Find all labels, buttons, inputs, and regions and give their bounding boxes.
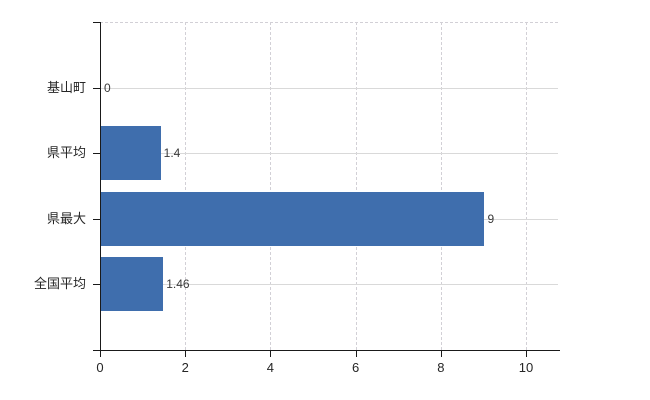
gridline-horizontal	[101, 87, 558, 89]
value-label: 9	[487, 211, 495, 226]
category-label: 県最大	[46, 210, 86, 226]
y-axis	[100, 22, 101, 350]
x-tick-label: 8	[437, 360, 445, 375]
bar	[101, 191, 485, 246]
gridline-horizontal	[101, 284, 558, 286]
y-axis-tick	[93, 22, 100, 23]
x-axis-tick	[355, 350, 357, 357]
x-tick-label: 6	[352, 360, 360, 375]
y-axis-tick	[93, 218, 100, 220]
value-label: 1.4	[163, 146, 181, 161]
x-axis	[93, 350, 560, 351]
gridline-vertical	[185, 22, 187, 350]
bar	[101, 257, 164, 312]
gridline-vertical	[270, 22, 272, 350]
y-axis-tick	[93, 87, 100, 89]
x-axis-tick	[526, 350, 528, 357]
gridline-horizontal	[101, 153, 558, 155]
value-label: 0	[104, 80, 111, 95]
x-tick-label: 10	[518, 360, 534, 375]
bar	[101, 126, 161, 181]
category-label: 全国平均	[33, 276, 86, 292]
x-axis-tick	[270, 350, 272, 357]
x-tick-label: 0	[96, 360, 104, 375]
value-label: 1.46	[166, 277, 190, 292]
x-axis-tick	[440, 350, 442, 357]
x-tick-label: 4	[266, 360, 275, 375]
x-axis-tick	[100, 350, 101, 357]
y-axis-tick	[93, 153, 100, 155]
x-tick-label: 2	[181, 360, 189, 375]
y-axis-tick	[93, 284, 100, 286]
plot-area	[100, 22, 558, 350]
category-label: 県平均	[46, 145, 86, 161]
x-axis-tick	[185, 350, 187, 357]
gridline-vertical	[355, 22, 357, 350]
category-label: 基山町	[46, 79, 86, 95]
gridline-vertical	[526, 22, 528, 350]
gridline-vertical	[440, 22, 442, 350]
